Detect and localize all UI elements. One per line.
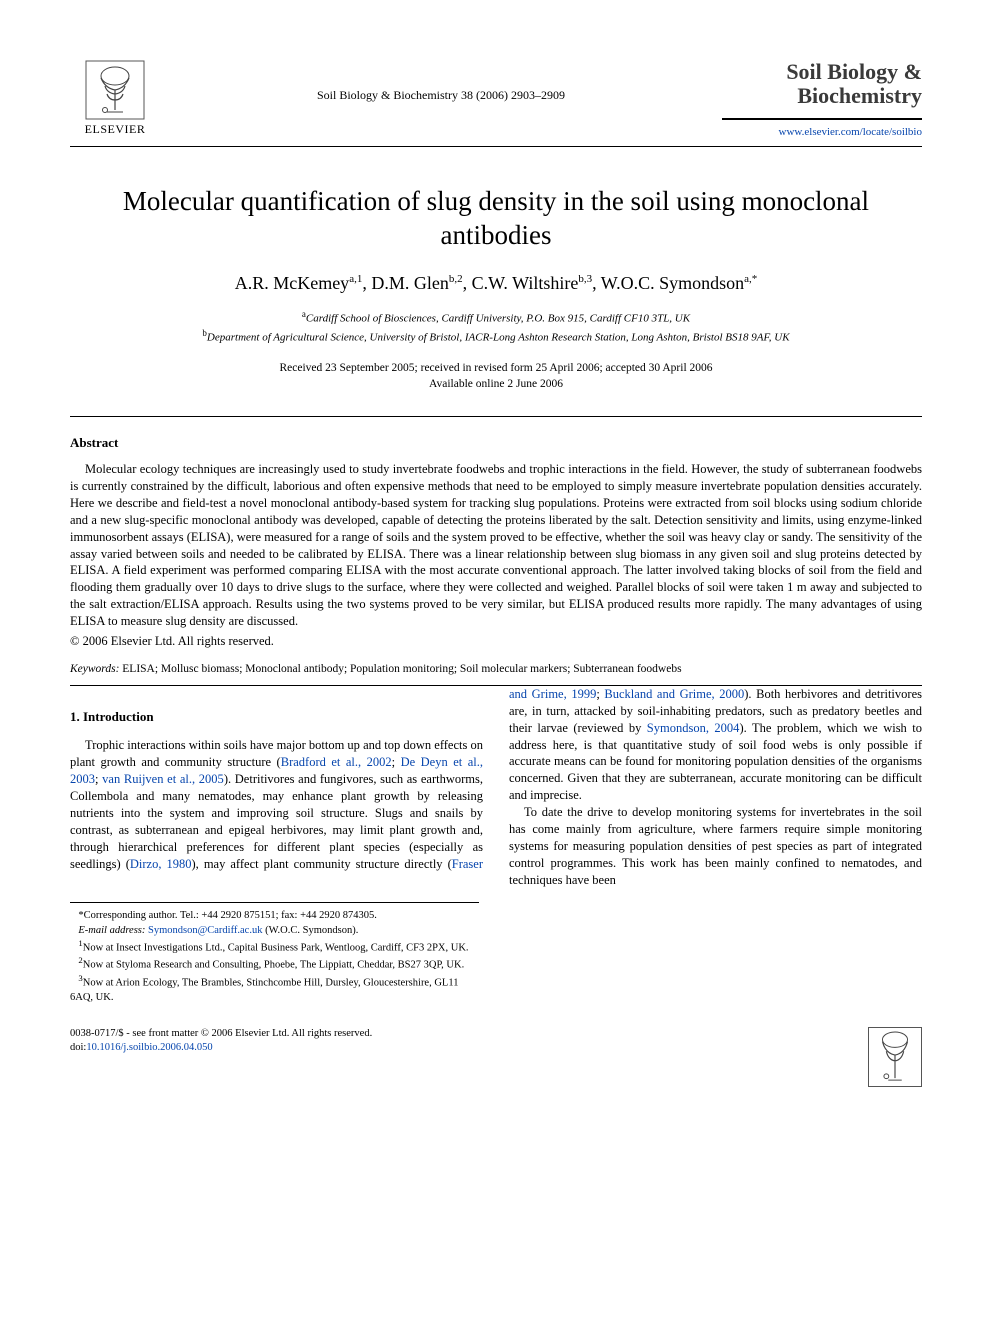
article-dates: Received 23 September 2005; received in … [70, 360, 922, 392]
publisher-block: ELSEVIER [70, 60, 160, 137]
dates-received: Received 23 September 2005; received in … [70, 360, 922, 376]
dates-online: Available online 2 June 2006 [70, 376, 922, 392]
elsevier-tree-icon [869, 1027, 921, 1087]
footnote-1: 1Now at Insect Investigations Ltd., Capi… [70, 938, 479, 956]
doi-label: doi: [70, 1042, 86, 1053]
email-attribution: (W.O.C. Symondson). [262, 925, 358, 936]
email-label: E-mail address: [78, 925, 145, 936]
footnote-3: 3Now at Arion Ecology, The Brambles, Sti… [70, 973, 479, 1005]
front-matter-line: 0038-0717/$ - see front matter © 2006 El… [70, 1027, 372, 1041]
doi-link[interactable]: 10.1016/j.soilbio.2006.04.050 [86, 1042, 212, 1053]
footer-left: 0038-0717/$ - see front matter © 2006 El… [70, 1027, 372, 1087]
journal-reference: Soil Biology & Biochemistry 38 (2006) 29… [160, 60, 722, 103]
publisher-name: ELSEVIER [85, 122, 146, 137]
journal-title-line1: Soil Biology & [722, 60, 922, 84]
journal-title-line2: Biochemistry [722, 84, 922, 108]
journal-link[interactable]: www.elsevier.com/locate/soilbio [722, 126, 922, 138]
authors: A.R. McKemeya,1, D.M. Glenb,2, C.W. Wilt… [70, 273, 922, 294]
abstract-heading: Abstract [70, 435, 922, 451]
divider [722, 118, 922, 120]
email-line: E-mail address: Symondson@Cardiff.ac.uk … [70, 924, 479, 938]
article-title: Molecular quantification of slug density… [70, 185, 922, 253]
footnotes: *Corresponding author. Tel.: +44 2920 87… [70, 902, 479, 1005]
abstract-body: Molecular ecology techniques are increas… [70, 461, 922, 630]
keywords-text: ELISA; Mollusc biomass; Monoclonal antib… [119, 663, 681, 675]
keywords: Keywords: ELISA; Mollusc biomass; Monocl… [70, 663, 922, 675]
page-footer: 0038-0717/$ - see front matter © 2006 El… [70, 1027, 922, 1087]
divider [70, 416, 922, 417]
intro-paragraph-2: To date the drive to develop monitoring … [509, 804, 922, 888]
corresponding-author: *Corresponding author. Tel.: +44 2920 87… [70, 909, 479, 923]
doi-line: doi:10.1016/j.soilbio.2006.04.050 [70, 1041, 372, 1055]
abstract-copyright: © 2006 Elsevier Ltd. All rights reserved… [70, 634, 922, 649]
section-heading-intro: 1. Introduction [70, 708, 483, 726]
elsevier-tree-icon [85, 60, 145, 120]
affiliation-b: Department of Agricultural Science, Univ… [207, 332, 790, 344]
article-body: 1. Introduction Trophic interactions wit… [70, 686, 922, 889]
journal-title-block: Soil Biology & Biochemistry www.elsevier… [722, 60, 922, 138]
page-header: ELSEVIER Soil Biology & Biochemistry 38 … [70, 60, 922, 138]
author-email[interactable]: Symondson@Cardiff.ac.uk [145, 925, 262, 936]
elsevier-footer-logo [868, 1027, 922, 1087]
affiliation-a: Cardiff School of Biosciences, Cardiff U… [306, 313, 690, 325]
footnote-2: 2Now at Styloma Research and Consulting,… [70, 955, 479, 973]
divider [70, 146, 922, 147]
keywords-label: Keywords: [70, 663, 119, 675]
affiliations: aCardiff School of Biosciences, Cardiff … [70, 308, 922, 346]
